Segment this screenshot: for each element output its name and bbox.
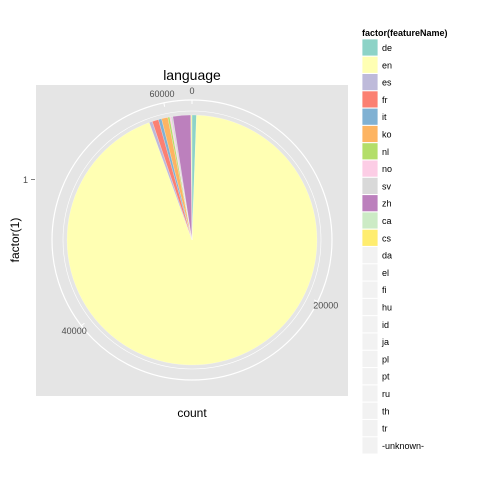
legend-key-it bbox=[361, 107, 379, 126]
legend-key-fr bbox=[361, 90, 379, 109]
legend-label-es: es bbox=[382, 78, 392, 88]
legend-label-fr: fr bbox=[382, 95, 388, 105]
legend-key-ru bbox=[361, 384, 379, 403]
pie-slice-cs bbox=[191, 114, 193, 241]
legend-key-da bbox=[361, 246, 379, 265]
legend-label-pl: pl bbox=[382, 354, 389, 364]
legend-key-en bbox=[361, 55, 379, 74]
legend-label-da: da bbox=[382, 251, 392, 261]
legend: de en es fr it ko nl no sv zh ca cs da el fi hu id ja pl pt… bbox=[361, 38, 424, 455]
legend-key-cs bbox=[361, 228, 379, 247]
pie-slice-en bbox=[66, 114, 318, 366]
pie-slices bbox=[66, 114, 318, 366]
legend-key-pt bbox=[361, 367, 379, 386]
legend-key-pl bbox=[361, 349, 379, 368]
legend-key-es bbox=[361, 73, 379, 91]
legend-key-tr bbox=[361, 419, 379, 438]
legend-label-en: en bbox=[382, 60, 392, 70]
radial-tick-label: 60000 bbox=[149, 89, 174, 99]
legend-label-tr: tr bbox=[382, 424, 388, 434]
legend-label-de: de bbox=[382, 43, 392, 53]
legend-label-sv: sv bbox=[382, 181, 392, 191]
legend-key-nl bbox=[361, 142, 379, 161]
legend-label-no: no bbox=[382, 164, 392, 174]
grid-circle bbox=[62, 110, 322, 370]
legend-label-ko: ko bbox=[382, 130, 392, 140]
legend-key-hu bbox=[361, 298, 379, 316]
radial-tick-mark bbox=[80, 322, 85, 327]
radial-tick-label: 20000 bbox=[313, 301, 338, 311]
legend-title: factor(featureName) bbox=[362, 28, 448, 38]
legend-key-el bbox=[361, 263, 379, 282]
legend-label-it: it bbox=[382, 112, 387, 122]
legend-key-no bbox=[361, 159, 379, 178]
legend-label-el: el bbox=[382, 268, 389, 278]
legend-key--unknown- bbox=[361, 436, 379, 455]
legend-label--unknown-: -unknown- bbox=[382, 441, 424, 451]
legend-label-id: id bbox=[382, 320, 389, 330]
x-axis-title: count bbox=[177, 406, 207, 420]
legend-key-th bbox=[361, 401, 379, 420]
legend-label-th: th bbox=[382, 406, 390, 416]
legend-key-ca bbox=[361, 211, 379, 230]
legend-key-ko bbox=[361, 125, 379, 143]
radial-tick-labels: 0 20000 40000 60000 bbox=[62, 86, 339, 336]
legend-label-pt: pt bbox=[382, 372, 390, 382]
y-axis-title: factor(1) bbox=[8, 218, 22, 263]
legend-key-sv bbox=[361, 176, 379, 195]
legend-label-ja: ja bbox=[381, 337, 389, 347]
legend-label-cs: cs bbox=[382, 233, 392, 243]
radial-tick-label: 40000 bbox=[62, 326, 87, 336]
y-tick-label: 1 bbox=[23, 175, 28, 185]
legend-key-de bbox=[361, 38, 379, 57]
legend-label-nl: nl bbox=[382, 147, 389, 157]
legend-key-ja bbox=[361, 332, 379, 351]
legend-label-ru: ru bbox=[382, 389, 390, 399]
legend-label-fi: fi bbox=[382, 285, 387, 295]
legend-label-ca: ca bbox=[382, 216, 392, 226]
radial-tick-label: 0 bbox=[189, 86, 194, 96]
legend-label-zh: zh bbox=[382, 199, 392, 209]
legend-key-fi bbox=[361, 280, 379, 299]
radial-tick-mark bbox=[163, 102, 166, 107]
legend-key-zh bbox=[361, 194, 379, 213]
chart-title: language bbox=[163, 67, 221, 83]
legend-key-id bbox=[361, 315, 379, 334]
legend-label-hu: hu bbox=[382, 303, 392, 313]
radial-tick-mark bbox=[313, 299, 318, 303]
